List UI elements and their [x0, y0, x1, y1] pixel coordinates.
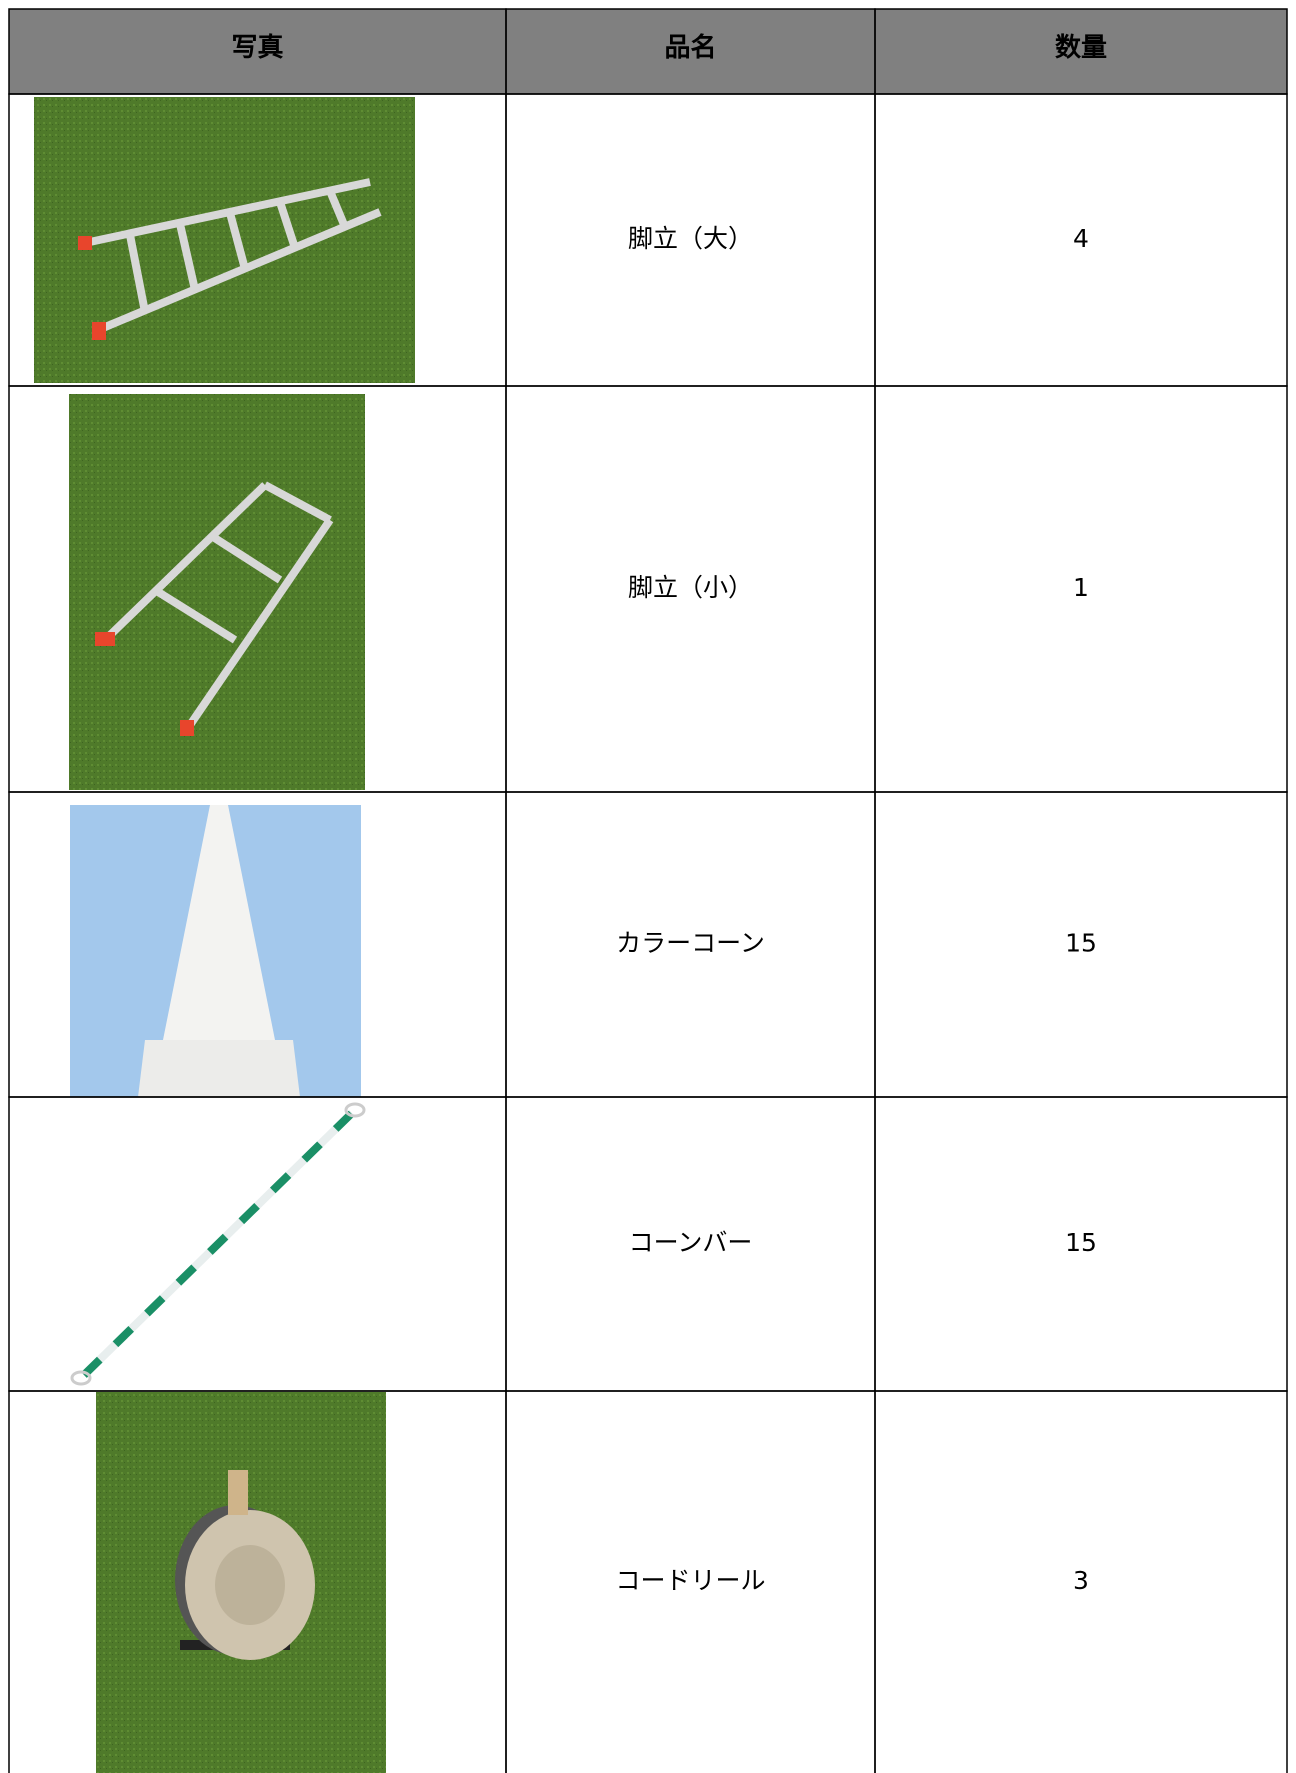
- item-name: 脚立（大）: [628, 224, 753, 253]
- item-quantity: 15: [1065, 1228, 1097, 1257]
- header-text: 品名: [664, 32, 716, 63]
- item-name: 脚立（小）: [628, 573, 753, 602]
- item-name: カラーコーン: [616, 929, 765, 958]
- item-quantity: 4: [1073, 224, 1089, 253]
- table-cell: [874, 1390, 1288, 1773]
- header-text: 写真: [231, 33, 283, 63]
- item-quantity: 3: [1073, 1566, 1089, 1595]
- photo-cone: [70, 805, 361, 1097]
- item-name: コーンバー: [629, 1228, 753, 1257]
- item-name: コードリール: [615, 1566, 765, 1595]
- photo-cone-bar: [70, 1102, 366, 1386]
- photo-ladder-small: [69, 394, 365, 790]
- table-cell: [8, 1096, 507, 1392]
- item-quantity: 1: [1073, 573, 1089, 602]
- item-quantity: 15: [1065, 929, 1097, 958]
- photo-ladder-large: [34, 97, 415, 383]
- header-bg: [9, 9, 1287, 94]
- photo-cord-reel: [96, 1392, 386, 1773]
- header-text: 数量: [1055, 33, 1107, 63]
